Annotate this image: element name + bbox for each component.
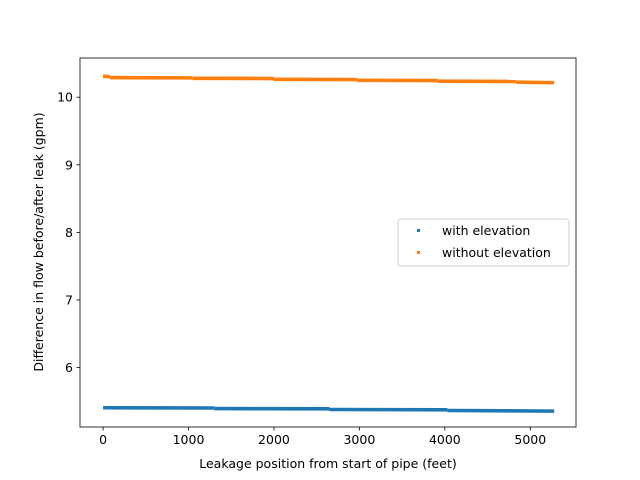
legend: with elevation without elevation — [397, 218, 570, 267]
series-with-elevation — [103, 405, 555, 413]
x-tick-label: 3000 — [343, 432, 375, 447]
y-axis: 6 7 8 9 10 — [57, 90, 80, 375]
x-axis: 0 1000 2000 3000 4000 5000 — [99, 427, 546, 447]
legend-marker-with-elevation — [417, 229, 420, 232]
legend-marker-without-elevation — [417, 251, 420, 254]
x-tick-label: 5000 — [514, 432, 546, 447]
series-point-run — [515, 80, 555, 85]
y-tick-label: 6 — [65, 360, 73, 375]
x-axis-label: Leakage position from start of pipe (fee… — [199, 456, 456, 471]
series-without-elevation — [102, 74, 555, 85]
series-point-run — [447, 408, 555, 413]
x-tick-label: 0 — [99, 432, 107, 447]
plot-frame — [79, 57, 577, 428]
legend-box — [397, 218, 570, 267]
y-tick-label: 9 — [65, 157, 73, 172]
x-tick-label: 2000 — [258, 432, 290, 447]
series-layer — [102, 74, 555, 413]
y-axis-label: Difference in flow before/after leak (gp… — [31, 112, 46, 371]
legend-label-without-elevation: without elevation — [442, 245, 551, 260]
y-tick-label: 10 — [57, 90, 73, 105]
legend-label-with-elevation: with elevation — [442, 223, 530, 238]
y-tick-label: 8 — [65, 225, 73, 240]
x-tick-label: 4000 — [429, 432, 461, 447]
y-tick-label: 7 — [65, 292, 73, 307]
x-tick-label: 1000 — [173, 432, 205, 447]
